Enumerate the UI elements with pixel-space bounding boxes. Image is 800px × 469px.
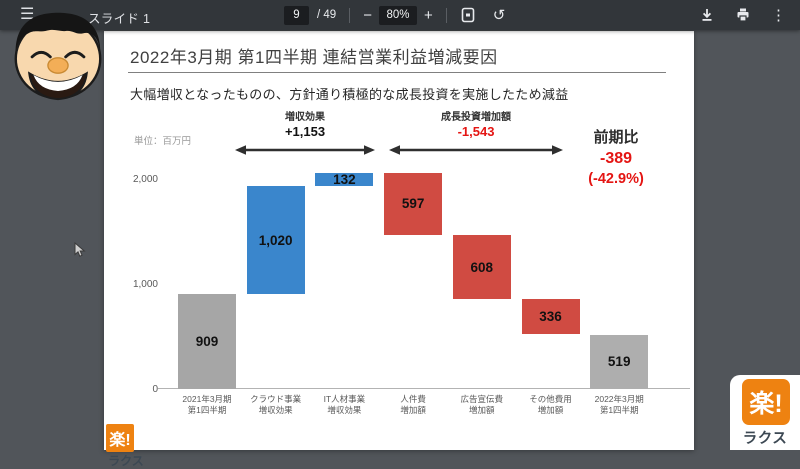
rakus-watermark-card: 楽! ラクス bbox=[730, 375, 800, 450]
rakus-logo-text: 楽! bbox=[749, 390, 783, 418]
x-axis-label: 2022年3月期 第1四半期 bbox=[594, 394, 644, 415]
avatar-right-eye bbox=[64, 50, 86, 59]
waterfall-plot: 909 2021年3月期 第1四半期 1,020 クラウド事業 増収効果 132 IT人材事業… bbox=[133, 171, 690, 415]
print-icon[interactable] bbox=[735, 7, 751, 23]
avatar-left-eye bbox=[30, 50, 52, 59]
slide-subtitle: 大幅増収となったものの、方針通り積極的な成長投資を実施したため減益 bbox=[130, 87, 569, 102]
zoom-level-input[interactable]: 80% bbox=[378, 5, 417, 25]
yoy-value: -389 bbox=[599, 150, 633, 167]
bar-value-label: 519 bbox=[607, 354, 631, 370]
annotation-value: -1,543 bbox=[457, 124, 495, 139]
zoom-in-button[interactable]: + bbox=[423, 6, 433, 24]
bar-value-label: 132 bbox=[333, 172, 356, 188]
rakus-logo-small: 楽! bbox=[106, 424, 134, 452]
y-axis-tick: 0 bbox=[152, 384, 158, 395]
avatar-nose bbox=[47, 57, 69, 74]
rotate-counterclockwise-icon[interactable]: ↺ bbox=[492, 6, 506, 24]
bar-value-label: 1,020 bbox=[258, 232, 293, 248]
toolbar-center-controls: 9 / 49 − 80% + ↺ bbox=[284, 0, 505, 30]
annotation-value: +1,153 bbox=[284, 124, 326, 139]
presenter-avatar bbox=[14, 12, 102, 101]
bar-value-label: 597 bbox=[401, 196, 425, 212]
double-arrow-icon bbox=[235, 145, 375, 155]
x-axis-label: クラウド事業 増収効果 bbox=[250, 394, 302, 415]
pdf-page: 2022年3月期 第1四半期 連結営業利益増減要因 大幅増収となったものの、方針… bbox=[104, 31, 694, 468]
slide-title: 2022年3月期 第1四半期 連結営業利益増減要因 bbox=[130, 48, 498, 67]
x-axis-label: 広告宣伝費 増加額 bbox=[460, 394, 504, 415]
annotation-label: 成長投資増加額 bbox=[441, 112, 511, 123]
waterfall-bar: 608 bbox=[452, 235, 511, 300]
page-total-label: / 49 bbox=[317, 9, 337, 21]
menu-icon[interactable]: ☰ bbox=[20, 6, 35, 23]
x-axis-label: 人件費 増加額 bbox=[400, 394, 426, 415]
annotation-label: 増収効果 bbox=[285, 112, 325, 123]
waterfall-bar: 909 bbox=[178, 293, 236, 389]
zoom-out-button[interactable]: − bbox=[363, 6, 372, 24]
yoy-label: 前期比 bbox=[593, 129, 639, 146]
x-axis-baseline bbox=[158, 388, 690, 389]
title-underline bbox=[128, 72, 666, 73]
toolbar-right-controls: ⋮ bbox=[699, 0, 786, 30]
page-number-input[interactable]: 9 bbox=[284, 5, 309, 25]
download-icon[interactable] bbox=[699, 7, 715, 23]
x-axis-label: その他費用 増加額 bbox=[529, 394, 572, 415]
rakus-logo-text: 楽! bbox=[109, 432, 131, 449]
toolbar-divider bbox=[445, 7, 447, 23]
document-title: スライド 1 bbox=[88, 12, 151, 26]
toolbar-divider bbox=[349, 7, 351, 23]
mouse-cursor bbox=[74, 242, 86, 257]
waterfall-bar: 336 bbox=[521, 299, 580, 335]
x-axis-label: IT人材事業 増収効果 bbox=[323, 394, 366, 415]
more-options-icon[interactable]: ⋮ bbox=[771, 6, 786, 24]
y-axis-tick: 2,000 bbox=[132, 174, 158, 185]
rakus-logo-subtext: ラクス bbox=[108, 454, 144, 468]
fit-to-page-icon[interactable] bbox=[460, 7, 476, 23]
waterfall-bar: 519 bbox=[590, 334, 649, 389]
waterfall-bar: 1,020 bbox=[246, 186, 305, 294]
annotation-revenue-effect: 増収効果 +1,153 bbox=[235, 111, 375, 139]
yoy-comparison: 前期比 -389 (-42.9%) bbox=[568, 127, 664, 190]
waterfall-bar: 597 bbox=[384, 172, 443, 236]
yoy-percent: (-42.9%) bbox=[588, 171, 644, 187]
x-axis-label: 2021年3月期 第1四半期 bbox=[182, 394, 232, 415]
double-arrow-icon bbox=[389, 145, 563, 155]
rakus-logo-icon: 楽! bbox=[742, 379, 790, 425]
bar-value-label: 909 bbox=[195, 333, 219, 349]
y-axis-tick: 1,000 bbox=[132, 279, 158, 290]
pdf-viewer-toolbar: ☰ スライド 1 9 / 49 − 80% + ↺ bbox=[0, 0, 800, 30]
waterfall-bar: 132 bbox=[315, 172, 374, 188]
bar-value-label: 336 bbox=[539, 309, 562, 325]
unit-label: 単位：百万円 bbox=[134, 136, 192, 147]
rakus-brand-name: ラクス bbox=[742, 431, 788, 447]
annotation-growth-investment: 成長投資増加額 -1,543 bbox=[389, 111, 563, 139]
bar-value-label: 608 bbox=[470, 259, 494, 275]
